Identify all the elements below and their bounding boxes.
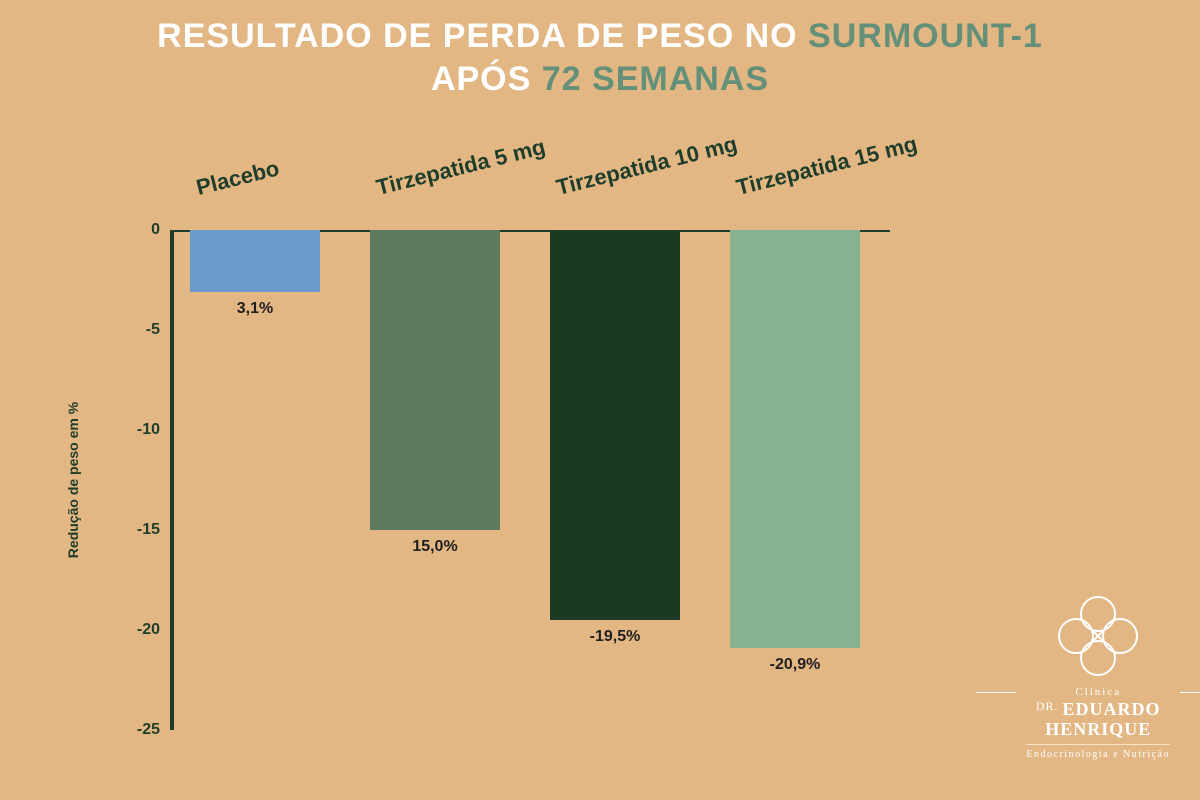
category-label: Tirzepatida 5 mg xyxy=(374,134,548,201)
bar-value-label: -20,9% xyxy=(725,656,865,674)
y-tick: -20 xyxy=(110,621,160,639)
y-axis xyxy=(170,230,174,730)
category-label: Placebo xyxy=(194,155,282,201)
title-line2-prefix: APÓS xyxy=(431,60,542,98)
bar-value-label: 15,0% xyxy=(365,538,505,556)
y-axis-label: Redução de peso em % xyxy=(65,402,81,558)
clinic-logo: Clínica DR. EDUARDO HENRIQUE Endocrinolo… xyxy=(1026,596,1170,760)
title-line1-prefix: RESULTADO DE PERDA DE PESO NO xyxy=(157,17,808,55)
chart-title: RESULTADO DE PERDA DE PESO NO SURMOUNT-1… xyxy=(0,15,1200,100)
title-line2-accent: 72 SEMANAS xyxy=(542,60,769,98)
y-tick: 0 xyxy=(110,221,160,239)
bar xyxy=(190,230,320,292)
page-root: RESULTADO DE PERDA DE PESO NO SURMOUNT-1… xyxy=(0,0,1200,800)
y-tick: -10 xyxy=(110,421,160,439)
logo-name-line1: DR. EDUARDO xyxy=(1026,700,1170,720)
y-tick: -15 xyxy=(110,521,160,539)
bar xyxy=(370,230,500,530)
chart-plot-area: Redução de peso em % 0-5-10-15-20-253,1%… xyxy=(170,230,890,730)
category-label: Tirzepatida 10 mg xyxy=(554,131,740,201)
bar xyxy=(730,230,860,648)
logo-subtitle: Endocrinologia e Nutrição xyxy=(1026,744,1170,760)
bar-value-label: -19,5% xyxy=(545,628,685,646)
title-line1-accent: SURMOUNT-1 xyxy=(808,17,1043,55)
logo-clinica-text: Clínica xyxy=(1026,686,1170,698)
y-tick: -25 xyxy=(110,721,160,739)
y-tick: -5 xyxy=(110,321,160,339)
logo-name-line2: HENRIQUE xyxy=(1026,720,1170,740)
bar-value-label: 3,1% xyxy=(185,300,325,318)
category-label: Tirzepatida 15 mg xyxy=(734,131,920,201)
bar xyxy=(550,230,680,620)
logo-flower-icon xyxy=(1058,596,1138,676)
